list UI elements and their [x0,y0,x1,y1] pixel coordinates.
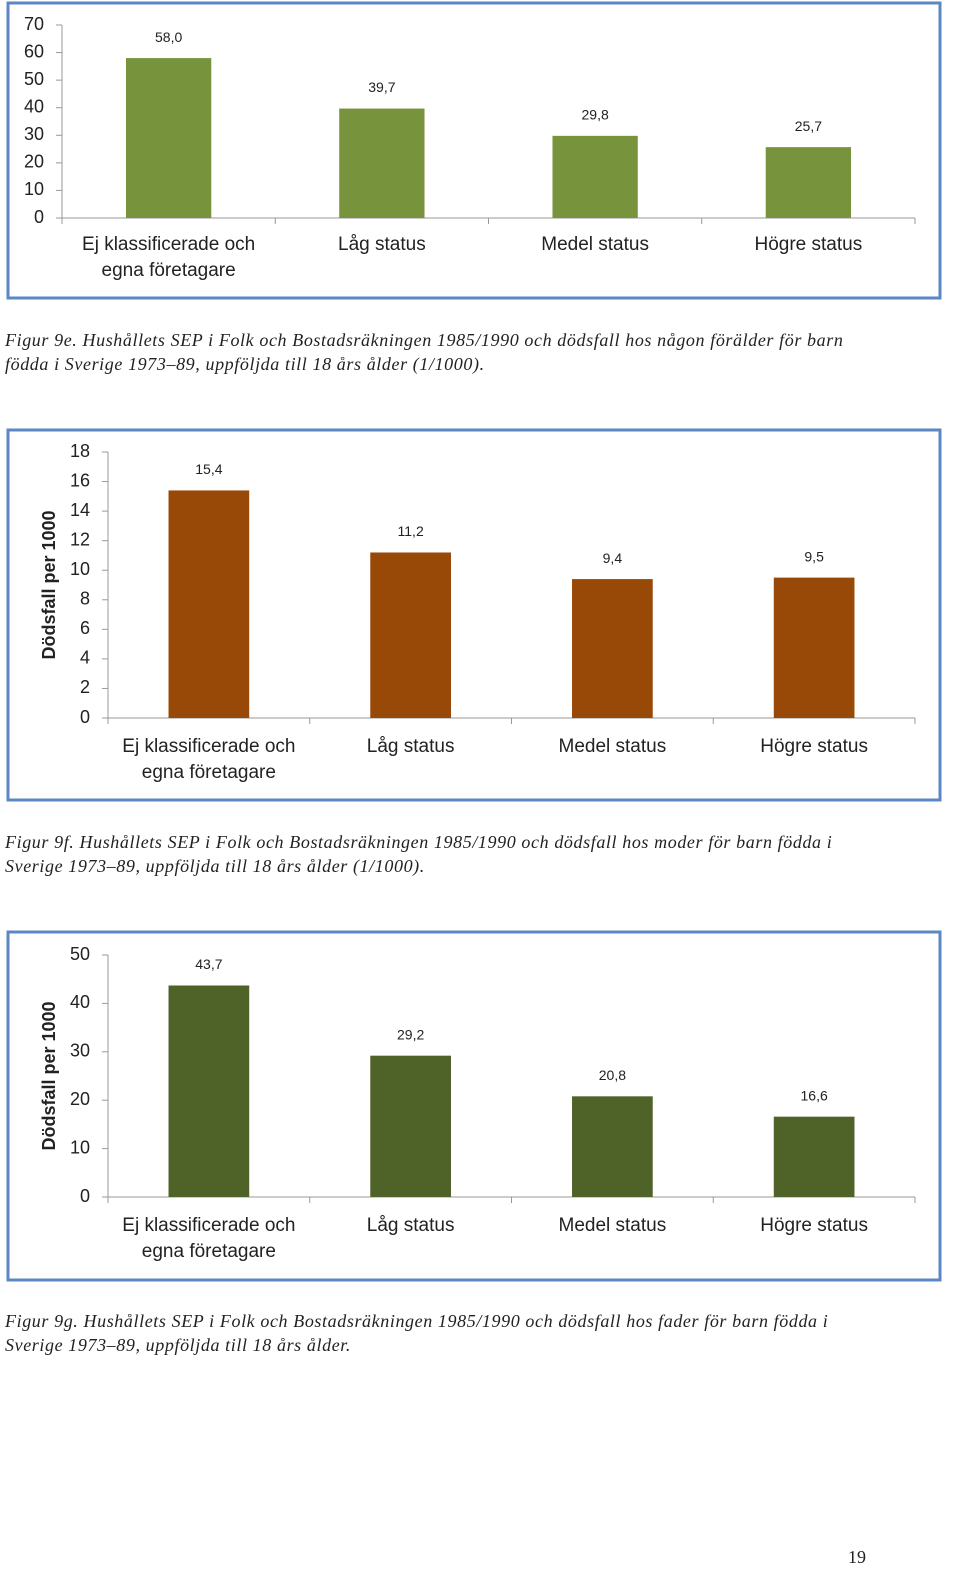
value-label: 9,5 [804,548,824,564]
bar [125,58,212,219]
y-tick-label: 0 [34,207,44,227]
bar [572,1096,653,1197]
y-tick-label: 40 [70,992,90,1012]
y-tick-label: 20 [24,152,44,172]
y-tick-label: 2 [80,677,90,697]
bar [339,108,425,218]
caption: Figur 9g. Hushållets SEP i Folk och Bost… [5,1311,829,1355]
y-axis-label: Dödsfall per 1000 [39,510,59,659]
x-tick-label: Högre status [755,234,863,255]
bar [370,1055,451,1197]
bar [773,1116,855,1197]
x-tick-label: Ej klassificerade och egna företagare [82,234,255,281]
value-label: 43,7 [195,956,222,972]
y-tick-label: 6 [80,618,90,638]
y-tick-label: 18 [70,441,90,461]
caption: Figur 9f. Hushållets SEP i Folk och Bost… [5,832,833,876]
value-label: 58,0 [155,29,182,45]
value-label: 29,2 [397,1026,424,1042]
y-tick-label: 8 [80,589,90,609]
page-number: 19 [848,1547,866,1567]
bar [168,490,250,718]
y-tick-label: 50 [24,69,44,89]
y-tick-label: 12 [70,529,90,549]
value-label: 25,7 [795,118,822,134]
value-label: 9,4 [603,550,623,566]
x-tick-label: Ej klassificerade och egna företagare [122,736,295,783]
value-label: 20,8 [599,1067,626,1083]
value-label: 39,7 [368,79,395,95]
value-label: 11,2 [398,523,424,539]
y-tick-label: 14 [70,500,90,520]
y-tick-label: 60 [24,41,44,61]
value-label: 29,8 [582,107,609,123]
x-tick-label: Ej klassificerade och egna företagare [122,1215,295,1262]
y-tick-label: 70 [24,14,44,34]
value-label: 16,6 [801,1087,828,1103]
bar [370,552,451,718]
bar [552,135,638,218]
caption: Figur 9e. Hushållets SEP i Folk och Bost… [5,330,844,374]
y-tick-label: 10 [70,559,90,579]
y-tick-label: 4 [80,648,90,668]
bar [765,147,852,218]
x-tick-label: Medel status [541,234,649,255]
bar [168,985,250,1197]
bar [572,579,653,718]
x-tick-label: Låg status [338,234,426,255]
chart-frame [6,428,942,802]
y-tick-label: 10 [70,1137,90,1157]
y-tick-label: 10 [24,179,44,199]
x-tick-label: Låg status [367,1215,455,1236]
value-label: 15,4 [195,461,222,477]
x-tick-label: Medel status [559,1215,667,1236]
y-tick-label: 0 [80,707,90,727]
bar [773,577,855,718]
chart-frame [6,1,942,300]
y-tick-label: 16 [70,470,90,490]
x-tick-label: Medel status [559,736,667,757]
x-tick-label: Högre status [760,736,868,757]
y-tick-label: 30 [70,1041,90,1061]
x-tick-label: Låg status [367,736,455,757]
y-tick-label: 0 [80,1186,90,1206]
y-tick-label: 40 [24,96,44,116]
y-tick-label: 50 [70,944,90,964]
y-tick-label: 30 [24,124,44,144]
chart-frame [6,930,942,1282]
y-axis-label: Dödsfall per 1000 [39,1001,59,1150]
y-tick-label: 20 [70,1089,90,1109]
x-tick-label: Högre status [760,1215,868,1236]
